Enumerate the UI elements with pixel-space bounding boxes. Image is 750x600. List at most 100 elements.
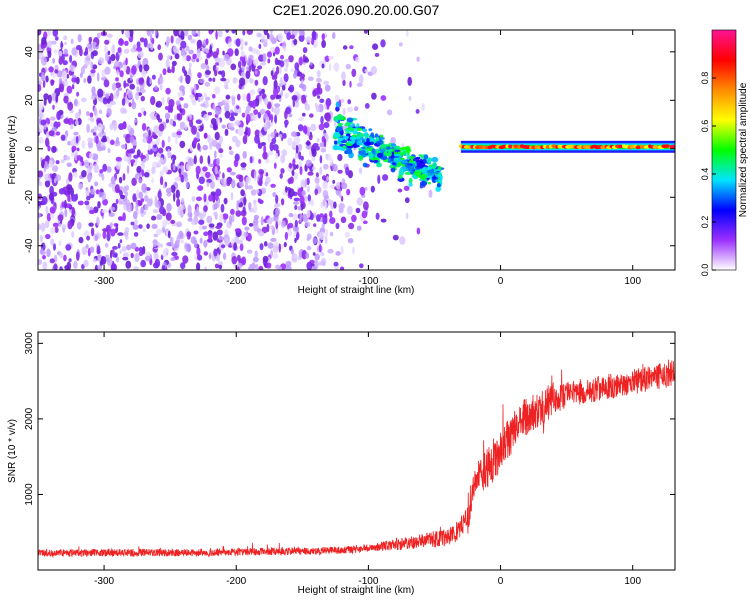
signal-speck	[332, 144, 339, 151]
noise-speck	[155, 100, 162, 108]
noise-speck	[199, 224, 203, 231]
noise-speck	[73, 98, 78, 107]
noise-speck	[146, 76, 150, 85]
noise-speck	[370, 185, 375, 193]
noise-speck	[292, 158, 296, 166]
noise-speck	[304, 57, 310, 63]
noise-speck	[71, 230, 75, 238]
noise-speck	[167, 69, 172, 74]
noise-speck	[316, 77, 322, 83]
noise-speck	[216, 229, 223, 236]
noise-speck	[160, 243, 163, 248]
noise-speck	[40, 56, 48, 66]
noise-speck	[355, 207, 361, 214]
noise-speck	[59, 266, 63, 270]
snr-background	[38, 332, 675, 570]
noise-speck	[267, 242, 274, 249]
noise-speck	[91, 153, 99, 161]
noise-speck	[107, 139, 110, 144]
noise-speck	[226, 167, 232, 173]
noise-speck	[246, 30, 253, 35]
signal-speck	[380, 156, 388, 160]
noise-speck	[58, 50, 63, 57]
noise-speck	[149, 77, 152, 85]
noise-speck	[61, 71, 68, 81]
noise-speck	[121, 30, 124, 35]
noise-speck	[292, 30, 299, 35]
noise-speck	[342, 107, 346, 116]
noise-speck	[49, 116, 56, 121]
signal-speck	[376, 162, 382, 168]
noise-speck	[203, 193, 207, 203]
noise-speck	[220, 77, 227, 82]
noise-speck	[203, 251, 209, 256]
noise-speck	[43, 93, 49, 100]
noise-speck	[92, 41, 96, 50]
noise-speck	[237, 61, 242, 69]
signal-speck	[390, 166, 396, 173]
noise-speck	[116, 162, 122, 170]
noise-speck	[110, 53, 116, 62]
noise-speck	[78, 236, 84, 244]
noise-speck	[319, 166, 323, 175]
noise-speck	[288, 113, 293, 118]
noise-speck	[183, 103, 189, 109]
noise-speck	[265, 158, 270, 164]
noise-speck	[101, 145, 106, 151]
noise-speck	[198, 176, 205, 185]
noise-speck	[122, 256, 129, 261]
noise-speck	[130, 159, 136, 164]
noise-speck	[302, 125, 308, 134]
noise-speck	[136, 46, 143, 52]
noise-speck	[159, 206, 165, 215]
noise-speck	[251, 48, 258, 54]
noise-speck	[199, 78, 205, 84]
noise-speck	[50, 238, 55, 246]
noise-speck	[184, 30, 189, 37]
noise-speck	[54, 69, 59, 74]
noise-speck	[196, 58, 200, 63]
noise-speck	[138, 251, 144, 257]
noise-speck	[270, 113, 273, 123]
signal-speck	[356, 127, 363, 131]
noise-speck	[87, 137, 93, 143]
noise-speck	[83, 78, 86, 83]
signal-speck	[431, 176, 437, 180]
noise-speck	[322, 190, 329, 198]
noise-speck	[76, 91, 80, 97]
noise-speck	[263, 144, 267, 154]
noise-speck	[250, 115, 257, 120]
noise-speck	[269, 141, 274, 152]
noise-speck	[133, 266, 139, 270]
noise-speck	[195, 119, 202, 124]
noise-speck	[104, 66, 111, 75]
noise-speck	[147, 143, 152, 151]
noise-speck	[90, 61, 94, 69]
noise-speck	[216, 157, 220, 166]
noise-speck	[421, 103, 425, 112]
noise-speck	[38, 193, 43, 200]
noise-speck	[124, 227, 130, 233]
noise-speck	[49, 206, 56, 214]
signal-speck	[335, 101, 340, 108]
noise-speck	[272, 192, 277, 198]
noise-speck	[338, 202, 345, 210]
noise-speck	[220, 203, 225, 213]
noise-speck	[297, 124, 304, 132]
noise-speck	[69, 64, 74, 71]
signal-speck	[377, 159, 381, 165]
noise-speck	[208, 223, 215, 228]
noise-speck	[248, 223, 254, 227]
noise-speck	[151, 74, 156, 80]
noise-speck	[259, 108, 266, 115]
noise-speck	[106, 107, 112, 117]
noise-speck	[172, 120, 177, 127]
noise-speck	[81, 140, 86, 149]
noise-speck	[212, 103, 216, 111]
noise-speck	[267, 133, 271, 143]
noise-speck	[382, 174, 389, 181]
noise-speck	[115, 77, 119, 82]
noise-speck	[157, 77, 161, 86]
noise-speck	[68, 258, 72, 263]
noise-speck	[322, 215, 328, 225]
